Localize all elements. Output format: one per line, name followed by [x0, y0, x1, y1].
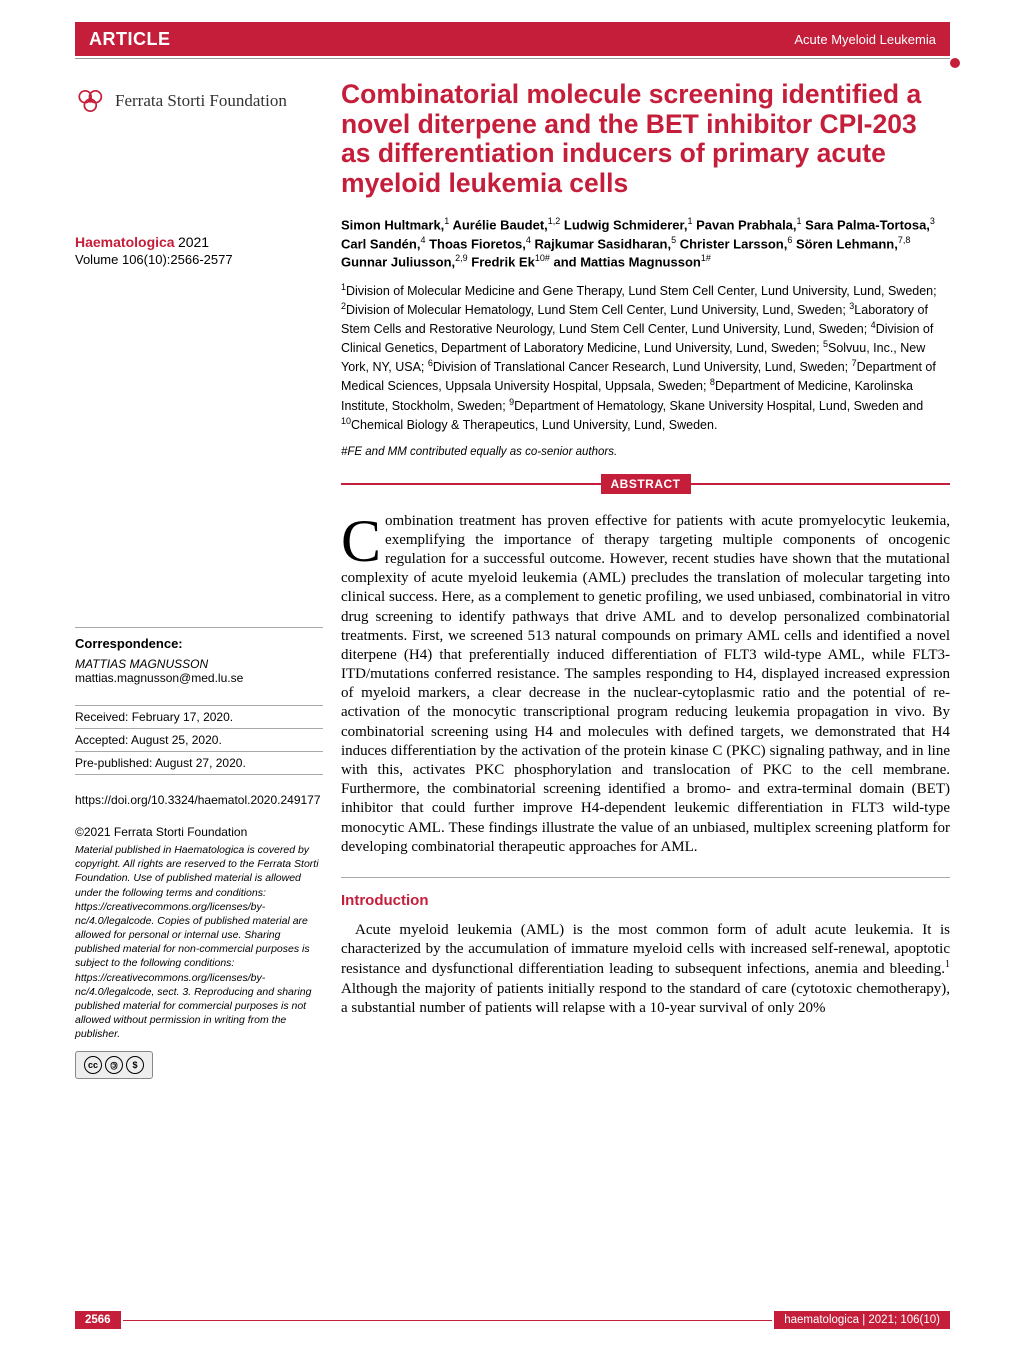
category-label: Acute Myeloid Leukemia: [794, 32, 936, 47]
doi-link[interactable]: https://doi.org/10.3324/haematol.2020.24…: [75, 793, 323, 807]
page: ARTICLE Acute Myeloid Leukemia Ferrata S…: [0, 0, 1020, 1347]
cc-license-badge: cc 🄯 $: [75, 1051, 153, 1079]
header-dot-icon: [950, 58, 960, 68]
abstract-rule-left: [341, 483, 601, 485]
journal-year: 2021: [178, 234, 209, 250]
abstract-heading: ABSTRACT: [601, 474, 691, 494]
affiliation-list: 1Division of Molecular Medicine and Gene…: [341, 281, 950, 433]
foundation-logo-icon: [75, 88, 109, 114]
contribution-note: #FE and MM contributed equally as co-sen…: [341, 446, 950, 458]
by-icon: 🄯: [105, 1056, 123, 1074]
journal-name: Haematologica: [75, 234, 175, 250]
journal-info: Haematologica 2021 Volume 106(10):2566-2…: [75, 234, 323, 267]
dates-section: Received: February 17, 2020. Accepted: A…: [75, 705, 323, 775]
article-title: Combinatorial molecule screening identif…: [341, 80, 950, 199]
abstract-rule-right: [691, 483, 951, 485]
cc-icon: cc: [84, 1056, 102, 1074]
author-list: Simon Hultmark,1 Aurélie Baudet,1,2 Ludw…: [341, 215, 950, 272]
page-number: 2566: [75, 1311, 121, 1329]
main-column: Combinatorial molecule screening identif…: [341, 80, 950, 1297]
introduction-heading: Introduction: [341, 877, 950, 909]
accepted-date: Accepted: August 25, 2020.: [75, 729, 323, 752]
nc-icon: $: [126, 1056, 144, 1074]
abstract-dropcap: C: [341, 512, 385, 567]
footer-citation: haematologica | 2021; 106(10): [774, 1311, 950, 1329]
foundation-block: Ferrata Storti Foundation: [75, 88, 323, 114]
correspondent-name: MATTIAS MAGNUSSON: [75, 657, 323, 671]
introduction-text: Acute myeloid leukemia (AML) is the most…: [341, 921, 950, 1018]
header-bar: ARTICLE Acute Myeloid Leukemia: [75, 22, 950, 56]
footer-rule: [123, 1320, 773, 1321]
correspondence-section: Correspondence: MATTIAS MAGNUSSON mattia…: [75, 627, 323, 691]
sidebar: Ferrata Storti Foundation Haematologica …: [75, 80, 323, 1297]
license-text: Material published in Haematologica is c…: [75, 843, 323, 1041]
copyright-notice: ©2021 Ferrata Storti Foundation: [75, 825, 323, 839]
abstract-heading-bar: ABSTRACT: [341, 474, 950, 494]
correspondent-email: mattias.magnusson@med.lu.se: [75, 671, 323, 685]
header-underline: [75, 58, 950, 59]
page-footer: 2566 haematologica | 2021; 106(10): [75, 1309, 950, 1331]
foundation-name: Ferrata Storti Foundation: [115, 91, 287, 111]
prepublished-date: Pre-published: August 27, 2020.: [75, 752, 323, 775]
article-label: ARTICLE: [89, 29, 171, 50]
abstract-body: ombination treatment has proven effectiv…: [341, 513, 950, 855]
received-date: Received: February 17, 2020.: [75, 706, 323, 729]
abstract-text: Combination treatment has proven effecti…: [341, 512, 950, 857]
correspondence-heading: Correspondence:: [75, 636, 323, 651]
content-area: Ferrata Storti Foundation Haematologica …: [75, 80, 950, 1297]
journal-issue: Volume 106(10):2566-2577: [75, 252, 323, 267]
